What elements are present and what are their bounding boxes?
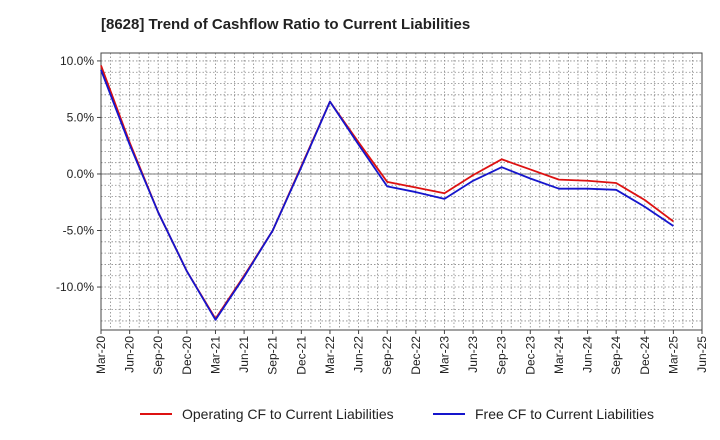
x-tick-label: Mar-23: [437, 336, 451, 374]
series-line-2: [100, 69, 674, 321]
x-tick-label: Jun-22: [352, 336, 366, 373]
x-tick-label: Dec-24: [638, 336, 652, 375]
x-tick-label: Jun-23: [466, 336, 480, 373]
x-tick-label: Sep-23: [495, 336, 509, 375]
x-tick-label: Dec-20: [180, 336, 194, 375]
y-tick-label: -10.0%: [56, 280, 94, 294]
x-tick-label: Dec-23: [523, 336, 537, 375]
plot-frame: [100, 52, 703, 331]
x-tick-label: Sep-24: [609, 336, 623, 375]
x-tick-label: Mar-21: [208, 336, 222, 374]
x-tick-label: Dec-22: [409, 336, 423, 375]
legend-label-2: Free CF to Current Liabilities: [475, 406, 654, 422]
y-tick-label: 0.0%: [67, 167, 95, 181]
x-tick-label: Mar-24: [552, 336, 566, 374]
chart-title: [8628] Trend of Cashflow Ratio to Curren…: [101, 16, 471, 33]
plot-area: [101, 53, 702, 330]
x-tick-label: Mar-25: [666, 336, 680, 374]
legend-label-1: Operating CF to Current Liabilities: [182, 406, 394, 422]
x-tick-label: Sep-21: [266, 336, 280, 375]
x-tick-label: Jun-20: [123, 336, 137, 373]
x-tick-label: Jun-21: [237, 336, 251, 373]
y-tick-label: 10.0%: [60, 54, 94, 68]
x-tick-label: Sep-20: [151, 336, 165, 375]
x-tick-label: Jun-25: [695, 336, 709, 373]
y-tick-label: -5.0%: [63, 224, 95, 238]
x-tick-label: Sep-22: [380, 336, 394, 375]
x-tick-label: Dec-21: [294, 336, 308, 375]
y-tick-label: 5.0%: [67, 110, 95, 124]
x-tick-label: Jun-24: [581, 336, 595, 373]
x-tick-label: Mar-20: [94, 336, 108, 374]
x-tick-label: Mar-22: [323, 336, 337, 374]
